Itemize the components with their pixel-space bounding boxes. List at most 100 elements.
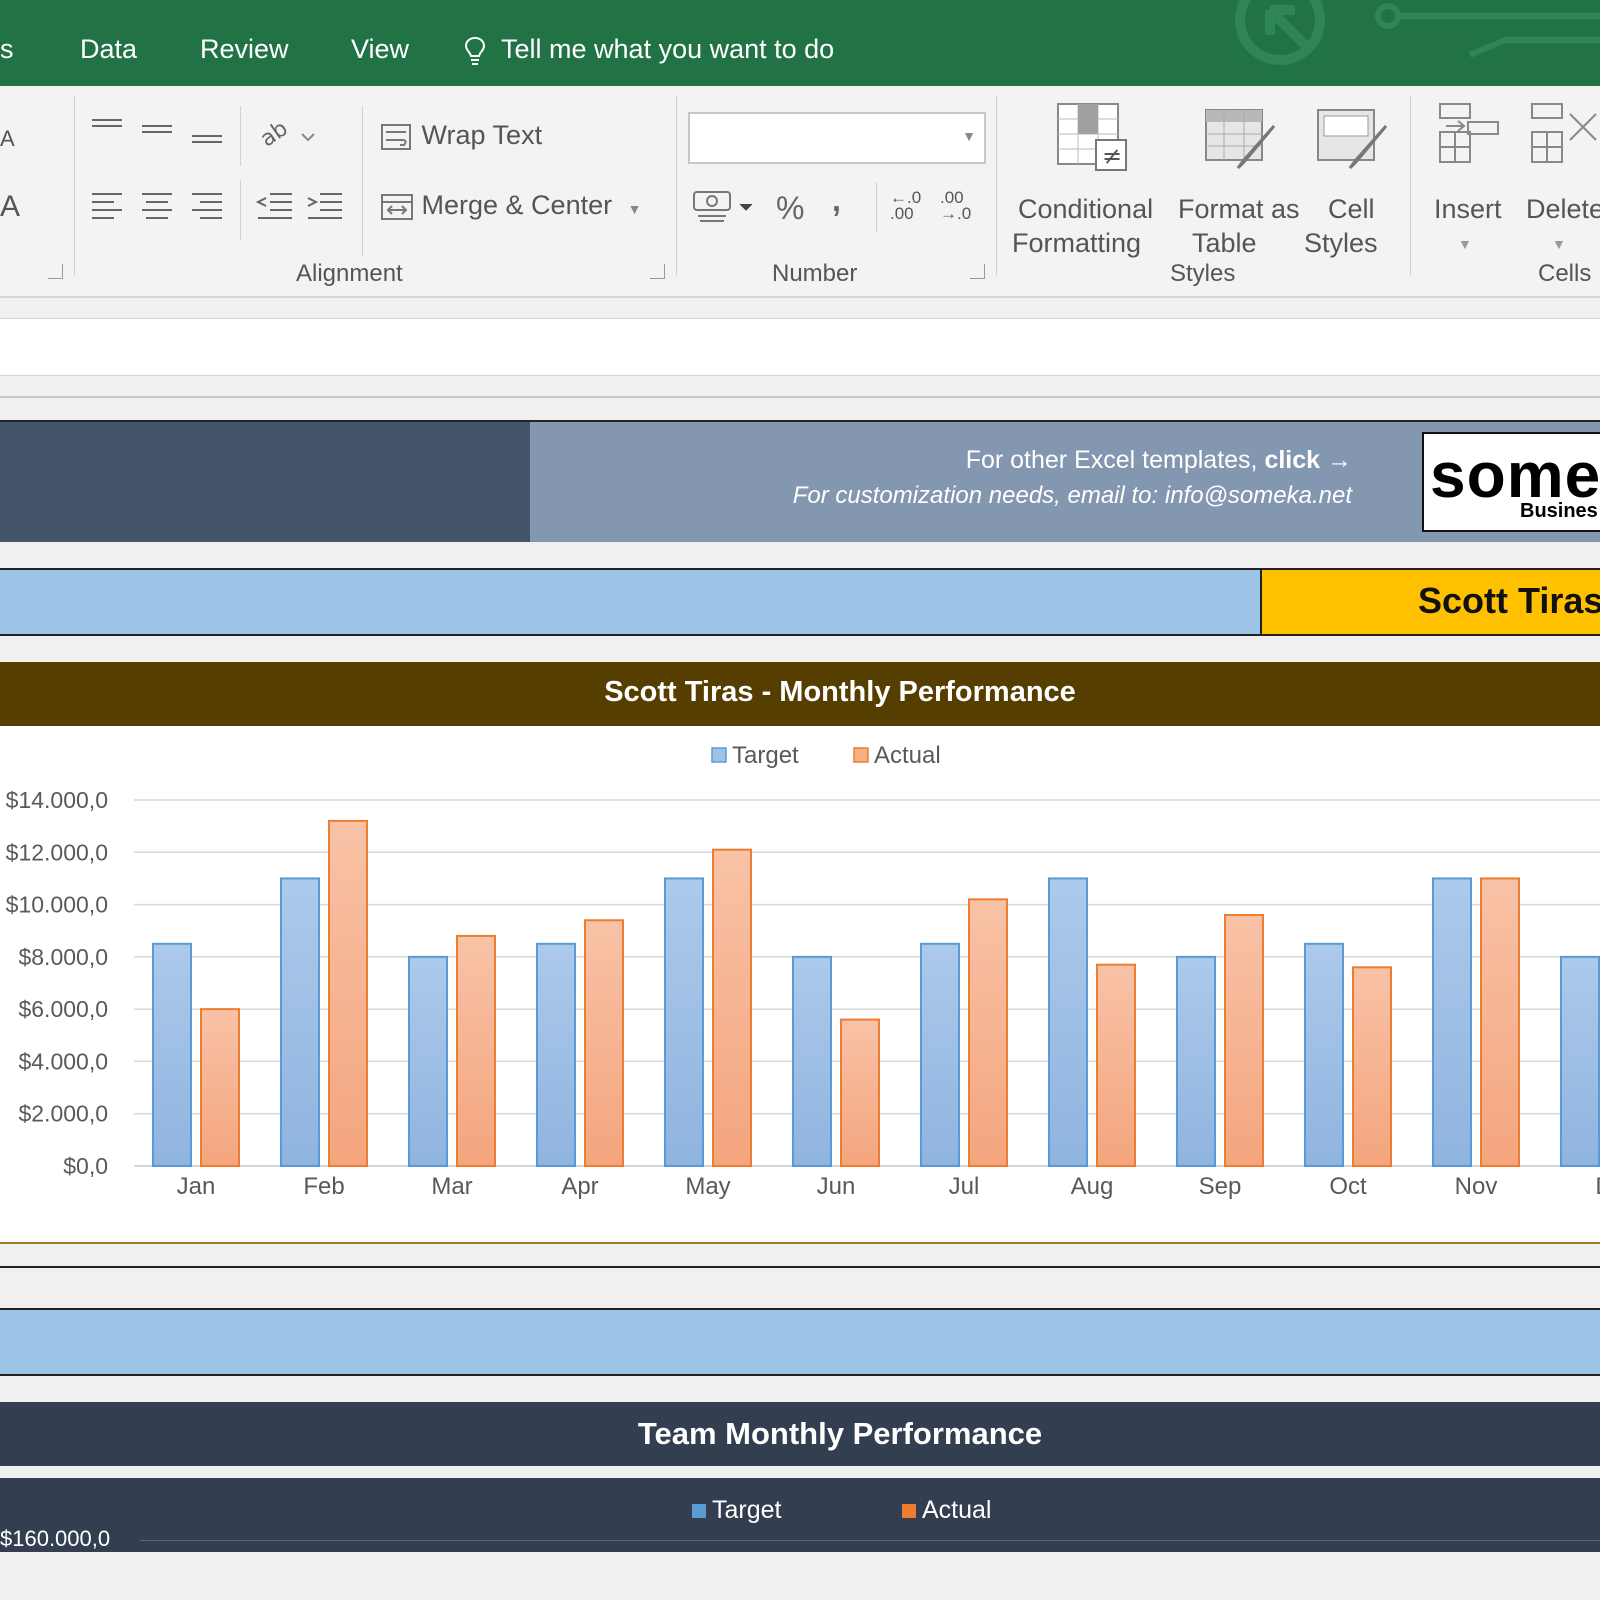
team-gridline [140, 1540, 1600, 1541]
number-dialog-launcher[interactable] [970, 264, 985, 279]
bar-actual [1096, 963, 1136, 1167]
cell-styles-line1: Cell [1328, 194, 1375, 224]
wrap-text-button[interactable]: Wrap Text [380, 120, 542, 152]
legend-swatch-target [692, 1504, 706, 1518]
orientation-icon[interactable]: ab [258, 116, 318, 150]
someka-logo[interactable]: some Busines [1422, 432, 1600, 532]
chevron-down-icon: ▼ [627, 201, 642, 217]
wrap-text-label: Wrap Text [421, 120, 543, 150]
styles-group-label: Styles [1170, 260, 1236, 287]
section-band [0, 1308, 1600, 1376]
bar-target [408, 955, 448, 1167]
font-color-button[interactable]: A [0, 190, 20, 224]
bar-target [1176, 955, 1216, 1167]
font-dialog-launcher[interactable] [48, 264, 63, 279]
bar-target [664, 877, 704, 1168]
bar-target [920, 942, 960, 1167]
ribbon-tab-bar: s Data Review View Tell me what you want… [0, 0, 1600, 86]
percent-style-button[interactable]: % [776, 190, 805, 226]
accounting-format-icon[interactable] [692, 188, 756, 224]
decrease-decimal-button[interactable]: .00 →.0 [940, 188, 972, 223]
bar-actual [1480, 877, 1520, 1168]
horizontal-align-icons[interactable] [90, 188, 230, 222]
decrease-font-button[interactable]: A [0, 126, 15, 152]
insert-cells-icon [1439, 103, 1499, 163]
y-tick-label: $14.000,0 [6, 787, 108, 813]
team-chart-title: Team Monthly Performance [637, 1416, 1043, 1451]
alignment-dialog-launcher[interactable] [650, 264, 665, 279]
templates-link[interactable]: For other Excel templates, click → [966, 446, 1352, 475]
cell-styles-button[interactable]: Cell Styles [1300, 100, 1400, 258]
chart-header: Scott Tiras - Monthly Performance [0, 662, 1600, 726]
conditional-line2: Formatting [1012, 228, 1142, 258]
decorative-circuit-icon [1235, 0, 1600, 65]
conditional-formatting-button[interactable]: ≠ Conditional Formatting [1008, 100, 1164, 258]
chevron-down-icon: ▼ [1552, 236, 1566, 252]
employee-name: Scott Tiras [1418, 580, 1600, 621]
indent-icons[interactable] [256, 188, 346, 222]
delete-label: Delete [1526, 194, 1600, 224]
increase-decimal-button[interactable]: ←.0 .00 [890, 188, 922, 223]
format-as-table-icon [1205, 109, 1276, 170]
y-tick-label: $6.000,0 [18, 996, 108, 1022]
tab-view[interactable]: View [351, 34, 410, 64]
alignment-group-label: Alignment [296, 260, 403, 287]
cell-styles-icon [1317, 109, 1388, 170]
tell-me-text: Tell me what you want to do [501, 34, 835, 64]
logo-text: some [1430, 439, 1600, 511]
team-legend-target: Target [692, 1496, 781, 1525]
vertical-align-icons[interactable] [90, 114, 230, 150]
tell-me-search[interactable]: Tell me what you want to do [464, 34, 834, 66]
name-band [0, 568, 1260, 636]
employee-name-cell[interactable]: Scott Tiras [1260, 568, 1600, 636]
legend-actual-label: Actual [874, 742, 941, 769]
format-table-line1: Format as [1178, 194, 1300, 224]
x-tick-label: Nov [1455, 1173, 1498, 1200]
x-tick-label: Mar [431, 1173, 472, 1200]
divider [0, 1266, 1600, 1268]
merge-center-icon [381, 193, 413, 220]
bar-target [1048, 877, 1088, 1168]
ribbon-separator [676, 96, 677, 276]
format-as-table-button[interactable]: Format as Table [1168, 100, 1300, 258]
promo-link[interactable]: click → [1264, 446, 1352, 474]
conditional-line1: Conditional [1018, 194, 1154, 224]
ribbon-separator [240, 106, 241, 166]
merge-center-button[interactable]: Merge & Center ▼ [380, 190, 641, 222]
tab-data[interactable]: Data [80, 34, 138, 64]
cell-styles-line2: Styles [1304, 228, 1378, 258]
bar-actual [456, 934, 496, 1167]
insert-cells-button[interactable]: Insert ▼ [1420, 100, 1510, 258]
x-tick-label: Apr [561, 1173, 598, 1200]
font-size-label: A [0, 126, 15, 151]
ribbon-separator [74, 96, 75, 276]
tab-review[interactable]: Review [200, 34, 289, 64]
bar-target [1304, 942, 1344, 1167]
legend-target-swatch [711, 747, 727, 763]
comma-style-button[interactable]: , [832, 182, 841, 218]
tab-formulas[interactable]: s [0, 34, 14, 64]
legend-target-label: Target [732, 742, 799, 769]
chart-title: Scott Tiras - Monthly Performance [604, 676, 1076, 708]
y-tick-label: $4.000,0 [18, 1048, 108, 1074]
team-legend-actual-label: Actual [922, 1496, 992, 1524]
x-tick-label: May [685, 1173, 730, 1200]
bar-target [536, 942, 576, 1167]
delete-cells-button[interactable]: Delete ▼ [1516, 100, 1600, 258]
logo-subtext: Busines [1520, 500, 1598, 522]
ribbon-separator [1410, 96, 1411, 276]
bar-actual [1224, 914, 1264, 1167]
team-y-tick: $160.000,0 [0, 1526, 111, 1551]
legend-actual-swatch [853, 747, 869, 763]
formula-bar[interactable] [0, 318, 1600, 376]
font-color-label: A [0, 190, 21, 223]
bar-actual [200, 1008, 240, 1167]
conditional-formatting-icon: ≠ [1057, 103, 1127, 171]
number-format-dropdown[interactable]: ▼ [688, 112, 986, 164]
team-performance-chart[interactable]: Target Actual $160.000,0 [0, 1478, 1600, 1552]
chevron-down-icon: ▼ [962, 128, 976, 144]
ribbon-separator [240, 180, 241, 240]
number-group-label: Number [772, 260, 858, 287]
monthly-performance-chart[interactable]: $0,0 $2.000,0 $4.000,0 $6.000,0 $8.000,0 $10.… [0, 726, 1600, 1244]
divider [0, 396, 1600, 398]
